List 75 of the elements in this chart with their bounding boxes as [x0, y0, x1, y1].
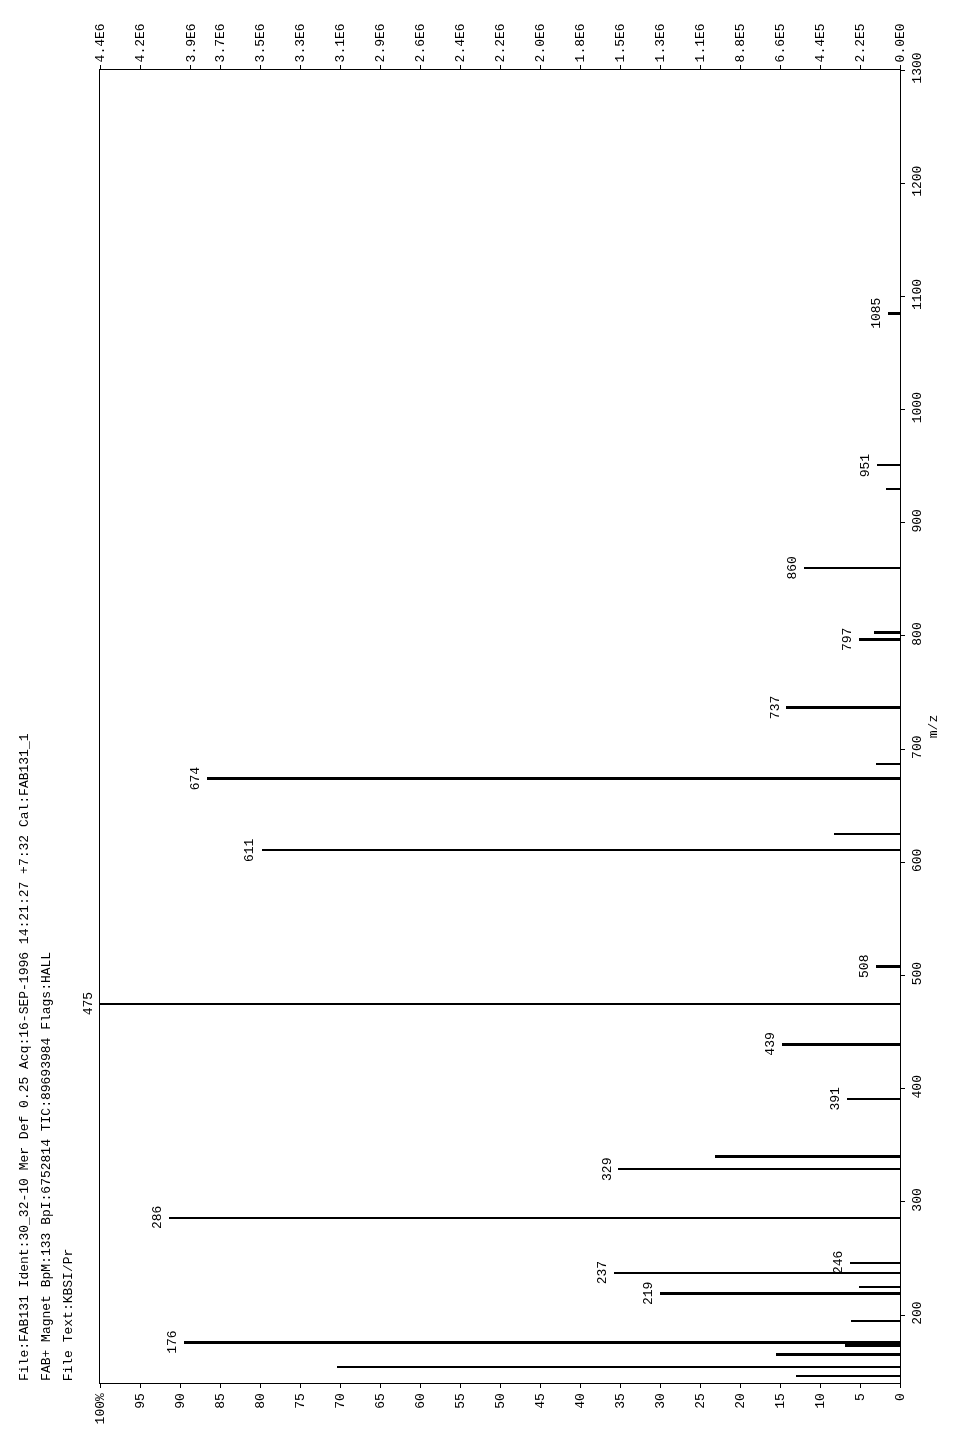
x2-tick-label: 3.7E6 — [213, 23, 229, 63]
y-tick-label: 1000 — [909, 392, 925, 424]
x2-tick-label: 4.2E6 — [133, 23, 149, 63]
x2-tick-label: 3.1E6 — [333, 23, 349, 63]
x-tick-label: 70 — [333, 1393, 349, 1409]
y-tick-label: 400 — [909, 1075, 925, 1099]
y-tick-label: 800 — [909, 622, 925, 646]
x2-tick-label: 4.4E5 — [813, 23, 829, 63]
x2-tick-label: 1.5E6 — [613, 23, 629, 63]
x2-tick-label: 2.0E6 — [533, 23, 549, 63]
x-tick-label: 55 — [453, 1393, 469, 1409]
x-tick-label: 35 — [613, 1393, 629, 1409]
x-tick-label: 15 — [773, 1393, 789, 1409]
x2-tick-label: 3.9E6 — [184, 23, 200, 63]
annotation: 737 — [767, 695, 783, 720]
x-tick-label: 10 — [813, 1393, 829, 1409]
x2-tick-label: 4.4E6 — [93, 23, 109, 63]
x2-tick-label: 2.2E6 — [493, 23, 509, 63]
x2-tick-label: 2.9E6 — [373, 23, 389, 63]
annotation: 286 — [149, 1205, 165, 1230]
annotation: 797 — [840, 627, 856, 652]
y-tick-label: 300 — [909, 1188, 925, 1212]
annotation: 439 — [762, 1032, 778, 1056]
annotation: 176 — [165, 1330, 181, 1354]
x-tick-label: 65 — [373, 1393, 389, 1409]
x2-tick-label: 6.6E5 — [773, 23, 789, 63]
x2-tick-label: 3.3E6 — [293, 23, 309, 63]
y-tick-label: 500 — [909, 961, 925, 986]
y-axis-title: m/z — [926, 714, 942, 739]
x2-tick-label: 3.5E6 — [253, 23, 269, 63]
y-tick-label: 700 — [909, 735, 925, 759]
annotation: 219 — [640, 1281, 656, 1306]
annotation: 391 — [827, 1086, 843, 1111]
text: File:FAB131 Ident:30_32-10 Mer Def 0.25 Acq:16-SEP-1996 14:21:27 +7:32 Cal:FAB131_1 — [17, 733, 32, 1381]
x-tick-label: 25 — [693, 1393, 709, 1409]
x-tick-label: 5 — [853, 1393, 869, 1402]
x-tick-label: 40 — [573, 1393, 589, 1409]
x2-tick-label: 1.3E6 — [653, 23, 669, 63]
y-tick-label: 1200 — [909, 165, 925, 197]
x-tick-label: 30 — [653, 1393, 669, 1409]
x2-tick-label: 8.8E5 — [733, 23, 749, 63]
x-tick-label: 95 — [133, 1393, 149, 1409]
x-tick-label: 60 — [413, 1393, 429, 1409]
annotation: 475 — [80, 991, 96, 1016]
x-tick-label: 0 — [893, 1393, 909, 1402]
annotation: 860 — [785, 556, 801, 580]
annotation: 246 — [831, 1250, 847, 1275]
x2-tick-label: 0.0E0 — [893, 23, 909, 63]
x-tick-label: 90 — [173, 1393, 189, 1409]
x-tick-label: 45 — [533, 1393, 549, 1409]
x-tick-label: 100% — [93, 1393, 109, 1425]
x2-tick-label: 2.6E6 — [413, 23, 429, 63]
annotation: 674 — [188, 766, 204, 791]
x-tick-label: 80 — [253, 1393, 269, 1409]
x-tick-label: 75 — [293, 1393, 309, 1409]
text: File Text:KBSI/Pr — [61, 1248, 77, 1382]
y-tick-label: 900 — [909, 509, 925, 533]
x2-tick-label: 1.8E6 — [573, 23, 589, 63]
y-tick-label: 1300 — [909, 52, 925, 84]
annotation: 1085 — [869, 297, 885, 329]
y-tick-label: 1100 — [909, 278, 925, 311]
text: FAB+ Magnet BpM:133 BpI:6752814 TIC:89693984 Flags:HALL — [38, 951, 54, 1381]
x-tick-label: 20 — [733, 1393, 749, 1409]
annotation: 329 — [599, 1157, 615, 1181]
x2-tick-label: 2.2E5 — [853, 23, 869, 63]
y-tick-label: 200 — [909, 1301, 925, 1325]
annotation: 508 — [857, 954, 873, 978]
x-tick-label: 50 — [493, 1393, 509, 1409]
annotation: 611 — [242, 838, 258, 862]
x2-tick-label: 1.1E6 — [693, 23, 709, 63]
annotation: 237 — [594, 1260, 610, 1285]
x-tick-label: 85 — [213, 1393, 229, 1409]
x2-tick-label: 2.4E6 — [453, 23, 469, 63]
annotation: 951 — [858, 453, 874, 478]
y-tick-label: 600 — [909, 848, 925, 873]
